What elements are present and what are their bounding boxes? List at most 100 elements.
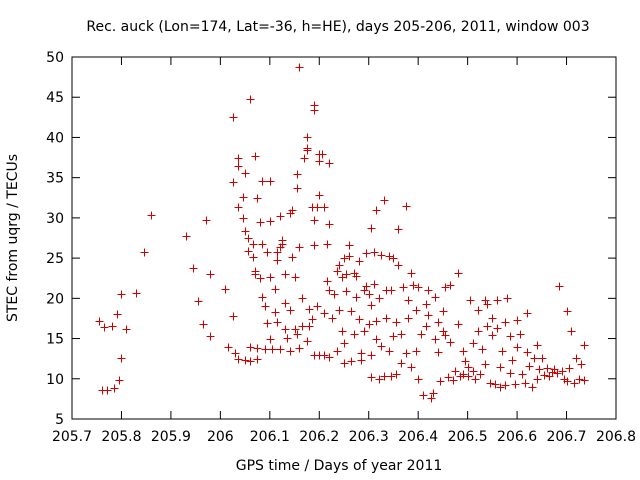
data-point bbox=[293, 170, 302, 179]
data-point bbox=[427, 394, 436, 403]
data-point bbox=[394, 225, 403, 234]
data-point bbox=[508, 356, 517, 365]
y-tick-label: 35 bbox=[46, 171, 64, 187]
data-point bbox=[229, 178, 238, 187]
data-point bbox=[577, 360, 586, 369]
data-points bbox=[95, 63, 589, 403]
data-point bbox=[273, 248, 282, 257]
data-point bbox=[404, 296, 413, 305]
data-point bbox=[323, 240, 332, 249]
data-point bbox=[414, 283, 423, 292]
data-point bbox=[375, 294, 384, 303]
y-axis-label: STEC from uqrg / TECUs bbox=[5, 154, 21, 322]
data-point bbox=[572, 354, 581, 363]
x-tick-label: 206.8 bbox=[596, 429, 636, 445]
data-point bbox=[367, 224, 376, 233]
data-point bbox=[266, 177, 275, 186]
data-point bbox=[345, 252, 354, 261]
data-point bbox=[466, 296, 475, 305]
data-point bbox=[444, 373, 453, 382]
data-point bbox=[256, 274, 265, 283]
data-point bbox=[580, 376, 589, 385]
data-point bbox=[231, 349, 240, 358]
x-axis-label: GPS time / Days of year 2011 bbox=[236, 458, 443, 474]
data-point bbox=[347, 307, 356, 316]
data-point bbox=[370, 248, 379, 257]
data-point bbox=[521, 379, 530, 388]
data-point bbox=[538, 354, 547, 363]
data-point bbox=[533, 341, 542, 350]
data-point bbox=[229, 312, 238, 321]
data-point bbox=[498, 347, 507, 356]
y-tick-label: 25 bbox=[46, 251, 64, 267]
data-point bbox=[481, 360, 490, 369]
data-point bbox=[496, 363, 505, 372]
data-point bbox=[340, 359, 349, 368]
data-point bbox=[244, 247, 253, 256]
data-point bbox=[325, 220, 334, 229]
data-point bbox=[342, 287, 351, 296]
data-point bbox=[342, 270, 351, 279]
data-point bbox=[241, 169, 250, 178]
y-tick-label: 30 bbox=[46, 211, 64, 227]
x-tick-label: 206.5 bbox=[448, 429, 488, 445]
data-point bbox=[328, 314, 337, 323]
data-point bbox=[506, 369, 515, 378]
data-point bbox=[459, 370, 468, 379]
data-point bbox=[523, 348, 532, 357]
data-point bbox=[263, 319, 272, 328]
data-point bbox=[333, 267, 342, 276]
data-point bbox=[434, 348, 443, 357]
data-point bbox=[506, 332, 515, 341]
data-point bbox=[268, 345, 277, 354]
data-point bbox=[365, 320, 374, 329]
data-point bbox=[202, 216, 211, 225]
data-point bbox=[387, 372, 396, 381]
data-point bbox=[315, 157, 324, 166]
data-point bbox=[325, 159, 334, 168]
data-point bbox=[189, 264, 198, 273]
data-point bbox=[115, 376, 124, 385]
data-point bbox=[565, 364, 574, 373]
data-point bbox=[239, 214, 248, 223]
data-point bbox=[488, 331, 497, 340]
data-point bbox=[385, 347, 394, 356]
data-point bbox=[367, 351, 376, 360]
data-point bbox=[516, 330, 525, 339]
data-point bbox=[122, 325, 131, 334]
data-point bbox=[239, 193, 248, 202]
data-point bbox=[241, 227, 250, 236]
data-point bbox=[375, 375, 384, 384]
data-point bbox=[372, 317, 381, 326]
data-point bbox=[246, 357, 255, 366]
y-tick-label: 50 bbox=[46, 50, 64, 66]
y-tick-label: 45 bbox=[46, 90, 64, 106]
data-point bbox=[431, 335, 440, 344]
data-point bbox=[558, 367, 567, 376]
data-point bbox=[461, 357, 470, 366]
data-point bbox=[305, 305, 314, 314]
data-point bbox=[308, 315, 317, 324]
data-point bbox=[347, 357, 356, 366]
data-point bbox=[377, 251, 386, 260]
data-point bbox=[580, 341, 589, 350]
data-point bbox=[483, 322, 492, 331]
data-point bbox=[439, 327, 448, 336]
data-point bbox=[303, 133, 312, 142]
data-point bbox=[310, 216, 319, 225]
data-point bbox=[266, 335, 275, 344]
x-tick-label: 205.7 bbox=[52, 429, 92, 445]
data-point bbox=[206, 270, 215, 279]
data-point bbox=[147, 211, 156, 220]
x-tick-label: 206.7 bbox=[546, 429, 586, 445]
data-point bbox=[258, 177, 267, 186]
data-point bbox=[481, 296, 490, 305]
data-point bbox=[320, 203, 329, 212]
data-point bbox=[271, 285, 280, 294]
data-point bbox=[313, 302, 322, 311]
data-point bbox=[355, 315, 364, 324]
data-point bbox=[221, 285, 230, 294]
data-point bbox=[246, 343, 255, 352]
data-point bbox=[397, 359, 406, 368]
data-point bbox=[392, 318, 401, 327]
